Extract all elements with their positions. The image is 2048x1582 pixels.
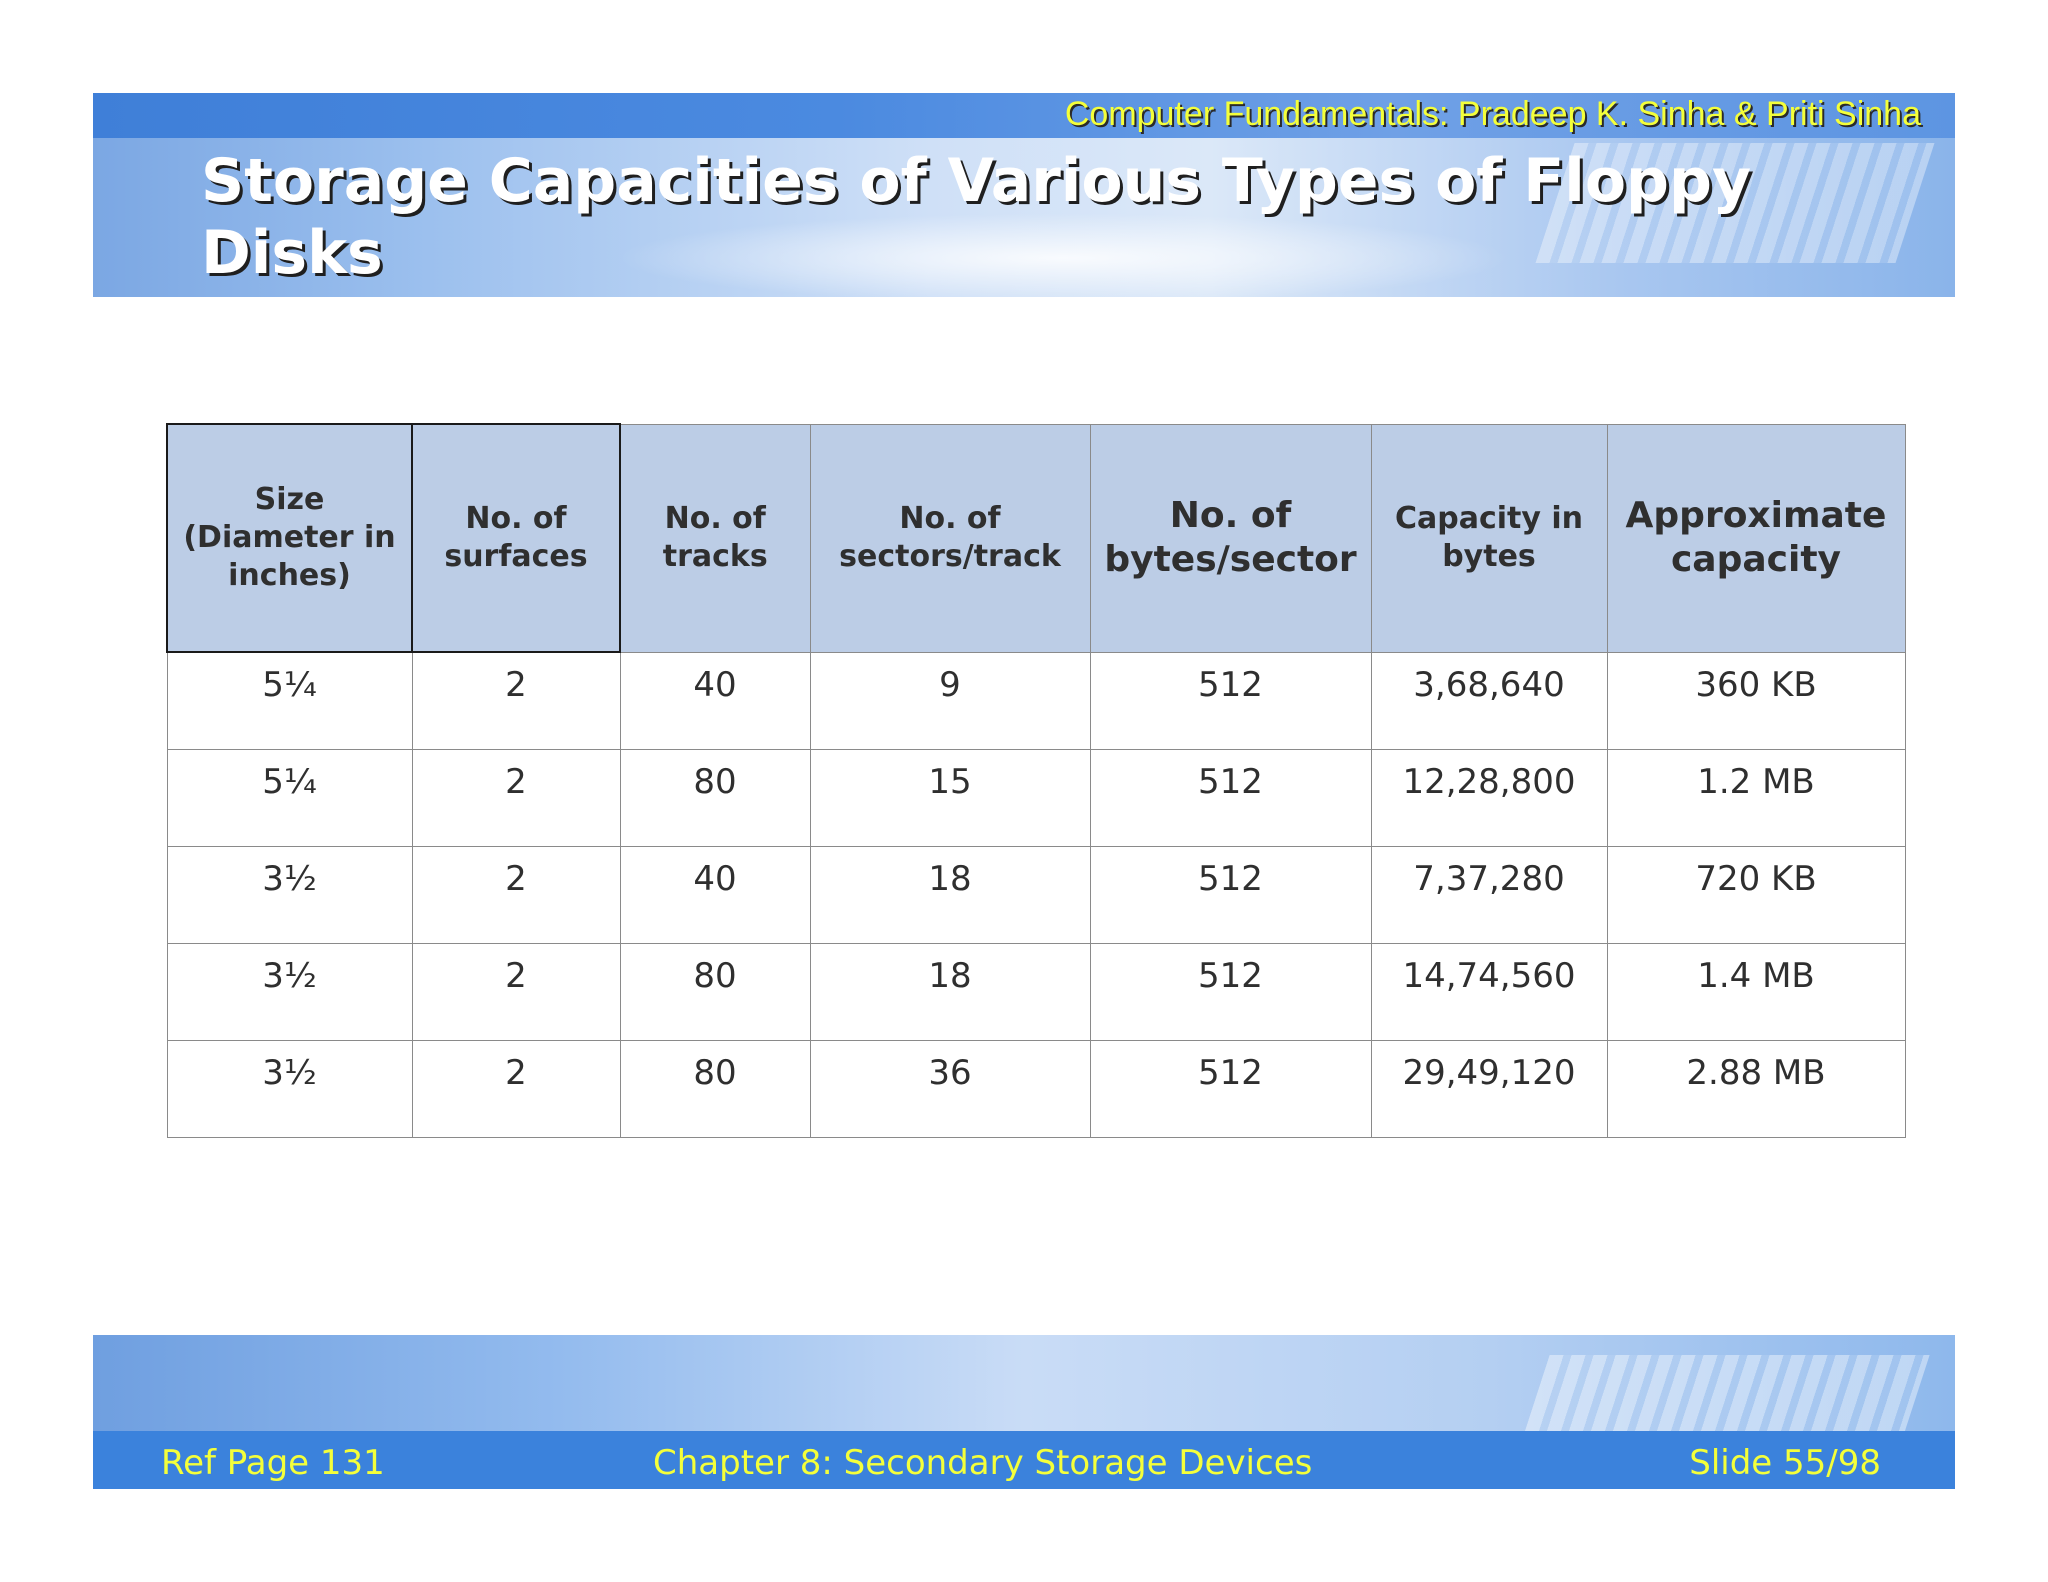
column-header-surfaces: No. of surfaces: [411, 423, 621, 653]
column-header-capacity-bytes: Capacity in bytes: [1370, 423, 1608, 653]
cell-tracks: 40: [619, 845, 811, 944]
cell-bytes-per-sector: 512: [1089, 1039, 1372, 1138]
cell-approx-capacity: 1.4 MB: [1606, 942, 1906, 1041]
cell-size: 5¼: [166, 748, 413, 847]
column-header-size: Size (Diameter in inches): [166, 423, 413, 653]
cell-size: 5¼: [166, 651, 413, 750]
cell-capacity-bytes: 29,49,120: [1370, 1039, 1608, 1138]
ref-page-label: Ref Page 131: [161, 1443, 385, 1483]
cell-approx-capacity: 720 KB: [1606, 845, 1906, 944]
table-row: 3½ 2 80 18 512 14,74,560 1.4 MB: [166, 942, 1906, 1041]
capacity-table: Size (Diameter in inches) No. of surface…: [166, 423, 1906, 1138]
cell-bytes-per-sector: 512: [1089, 651, 1372, 750]
cell-sectors: 18: [809, 845, 1091, 944]
cell-tracks: 80: [619, 942, 811, 1041]
cell-capacity-bytes: 3,68,640: [1370, 651, 1608, 750]
table-row: 5¼ 2 40 9 512 3,68,640 360 KB: [166, 651, 1906, 750]
column-header-bytes-per-sector: No. of bytes/sector: [1089, 423, 1372, 653]
cell-sectors: 36: [809, 1039, 1091, 1138]
cell-sectors: 18: [809, 942, 1091, 1041]
author-credit: Computer Fundamentals: Pradeep K. Sinha …: [1064, 95, 1921, 133]
header-banner: Computer Fundamentals: Pradeep K. Sinha …: [93, 93, 1955, 297]
cell-approx-capacity: 2.88 MB: [1606, 1039, 1906, 1138]
cell-tracks: 80: [619, 748, 811, 847]
cell-size: 3½: [166, 1039, 413, 1138]
slide-number: Slide 55/98: [1689, 1443, 1881, 1483]
table-row: 3½ 2 80 36 512 29,49,120 2.88 MB: [166, 1039, 1906, 1138]
slide-title: Storage Capacities of Various Types of F…: [201, 146, 1752, 288]
cell-approx-capacity: 1.2 MB: [1606, 748, 1906, 847]
cell-size: 3½: [166, 942, 413, 1041]
column-header-sectors-per-track: No. of sectors/track: [809, 423, 1091, 653]
header-stripe: [93, 93, 1955, 138]
cell-bytes-per-sector: 512: [1089, 748, 1372, 847]
cell-approx-capacity: 360 KB: [1606, 651, 1906, 750]
capacity-table-container: Size (Diameter in inches) No. of surface…: [166, 423, 1906, 1138]
banner-decoration: [613, 213, 1513, 297]
cell-surfaces: 2: [411, 651, 621, 750]
cell-size: 3½: [166, 845, 413, 944]
cell-surfaces: 2: [411, 1039, 621, 1138]
cell-surfaces: 2: [411, 748, 621, 847]
footer-bar: [93, 1431, 1955, 1489]
cell-surfaces: 2: [411, 845, 621, 944]
column-header-approx-capacity: Approximate capacity: [1606, 423, 1906, 653]
cell-tracks: 40: [619, 651, 811, 750]
footer-banner: Ref Page 131 Chapter 8: Secondary Storag…: [93, 1335, 1955, 1489]
cell-capacity-bytes: 7,37,280: [1370, 845, 1608, 944]
cell-sectors: 15: [809, 748, 1091, 847]
table-row: 3½ 2 40 18 512 7,37,280 720 KB: [166, 845, 1906, 944]
cell-tracks: 80: [619, 1039, 811, 1138]
cell-capacity-bytes: 14,74,560: [1370, 942, 1608, 1041]
cell-bytes-per-sector: 512: [1089, 942, 1372, 1041]
cell-sectors: 9: [809, 651, 1091, 750]
chapter-label: Chapter 8: Secondary Storage Devices: [653, 1443, 1313, 1483]
table-header-row: Size (Diameter in inches) No. of surface…: [166, 423, 1906, 653]
table-row: 5¼ 2 80 15 512 12,28,800 1.2 MB: [166, 748, 1906, 847]
column-header-tracks: No. of tracks: [619, 423, 811, 653]
cell-bytes-per-sector: 512: [1089, 845, 1372, 944]
cell-capacity-bytes: 12,28,800: [1370, 748, 1608, 847]
cell-surfaces: 2: [411, 942, 621, 1041]
